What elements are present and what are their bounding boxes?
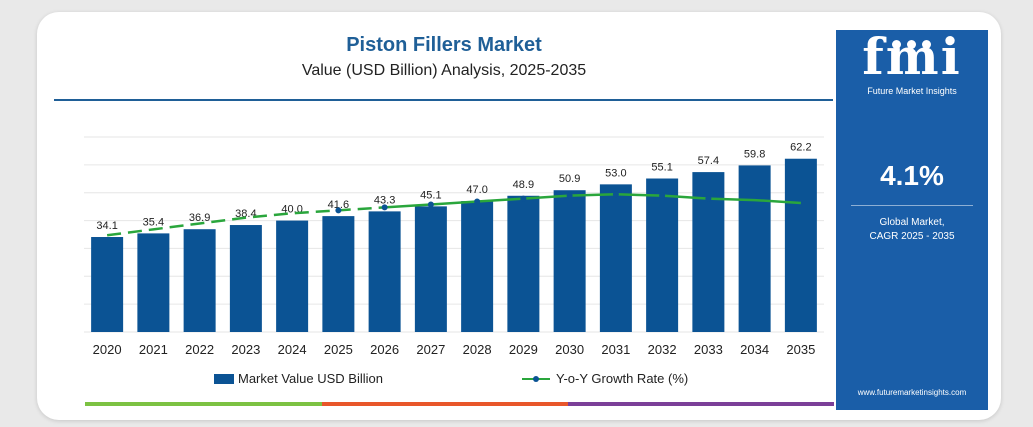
- x-tick-label: 2030: [555, 342, 584, 357]
- bar-value-label: 48.9: [513, 179, 534, 191]
- x-tick-label: 2024: [278, 342, 307, 357]
- bar: [137, 233, 170, 332]
- bar-value-label: 50.9: [559, 173, 580, 185]
- chart-plot: 34.1202035.4202136.9202238.4202340.02024…: [84, 136, 824, 357]
- legend-line-swatch: [522, 375, 550, 382]
- bar: [553, 190, 586, 332]
- logo-dots: [892, 36, 937, 54]
- bar-value-label: 45.1: [420, 189, 441, 201]
- brand-name: Future Market Insights: [867, 86, 957, 96]
- x-tick-label: 2032: [648, 342, 677, 357]
- bar: [738, 165, 771, 332]
- bar-value-label: 59.8: [744, 148, 765, 160]
- cagr-value: 4.1%: [880, 160, 944, 191]
- bar: [507, 195, 540, 332]
- legend-line-series: Y-o-Y Growth Rate (%): [522, 371, 688, 386]
- bar-value-label: 43.3: [374, 194, 395, 206]
- bar-value-label: 41.6: [328, 199, 349, 211]
- x-tick-label: 2034: [740, 342, 769, 357]
- x-tick-label: 2020: [93, 342, 122, 357]
- fmi-logo: fmi: [862, 27, 962, 86]
- bar: [646, 178, 679, 332]
- x-tick-label: 2035: [786, 342, 815, 357]
- x-tick-label: 2021: [139, 342, 168, 357]
- x-tick-label: 2033: [694, 342, 723, 357]
- cagr-label-line2: CAGR 2025 - 2035: [869, 231, 955, 242]
- bar: [229, 225, 262, 332]
- growth-point: [335, 207, 342, 214]
- bar: [784, 158, 817, 332]
- x-tick-label: 2026: [370, 342, 399, 357]
- bar-value-label: 34.1: [96, 220, 117, 232]
- bar: [461, 201, 494, 332]
- cagr-label: Global Market, CAGR 2025 - 2035: [836, 216, 988, 244]
- panel-divider: [851, 205, 973, 206]
- bottom-bar-purple: [568, 402, 834, 406]
- growth-point: [381, 204, 388, 211]
- bar-value-label: 57.4: [698, 155, 719, 167]
- bottom-bar-green: [85, 402, 322, 406]
- bar-value-label: 35.4: [143, 216, 164, 228]
- growth-point: [566, 192, 573, 199]
- bar: [414, 206, 447, 332]
- bar-value-label: 55.1: [651, 162, 672, 174]
- bar-value-label: 38.4: [235, 208, 256, 220]
- bar: [276, 220, 309, 332]
- legend-line-label: Y-o-Y Growth Rate (%): [556, 371, 689, 386]
- legend-bar-swatch: [214, 373, 234, 384]
- growth-point: [474, 198, 481, 205]
- x-tick-label: 2022: [185, 342, 214, 357]
- x-tick-label: 2023: [231, 342, 260, 357]
- bar-value-label: 53.0: [605, 167, 626, 179]
- growth-point: [612, 191, 619, 198]
- bar-value-label: 36.9: [189, 212, 210, 224]
- growth-point: [705, 195, 712, 202]
- x-tick-label: 2027: [416, 342, 445, 357]
- side-panel: fmi Future Market Insights 4.1% Global M…: [836, 30, 988, 410]
- chart-subtitle: Value (USD Billion) Analysis, 2025-2035: [301, 62, 587, 79]
- legend-bar-series: Market Value USD Billion: [214, 371, 383, 386]
- x-tick-label: 2025: [324, 342, 353, 357]
- bar: [183, 229, 216, 332]
- chart-title: Piston Fillers Market: [346, 34, 542, 56]
- growth-point: [427, 201, 434, 208]
- x-tick-label: 2029: [509, 342, 538, 357]
- legend-bar-label: Market Value USD Billion: [238, 371, 383, 386]
- x-tick-label: 2031: [601, 342, 630, 357]
- cagr-label-line1: Global Market,: [879, 217, 945, 228]
- bar-value-label: 47.0: [466, 184, 487, 196]
- title-divider: [54, 99, 833, 101]
- bar: [599, 184, 632, 332]
- chart-card: Piston Fillers Market Value (USD Billion…: [54, 26, 988, 410]
- bar: [322, 216, 355, 332]
- bottom-bar-orange: [322, 402, 568, 406]
- x-tick-label: 2028: [463, 342, 492, 357]
- bar-value-label: 62.2: [790, 142, 811, 154]
- bar: [368, 211, 401, 332]
- growth-line-solid: [384, 192, 801, 209]
- growth-point: [520, 195, 527, 202]
- bar: [91, 237, 124, 332]
- website-url: www.futuremarketinsights.com: [857, 388, 967, 397]
- growth-point: [659, 192, 666, 199]
